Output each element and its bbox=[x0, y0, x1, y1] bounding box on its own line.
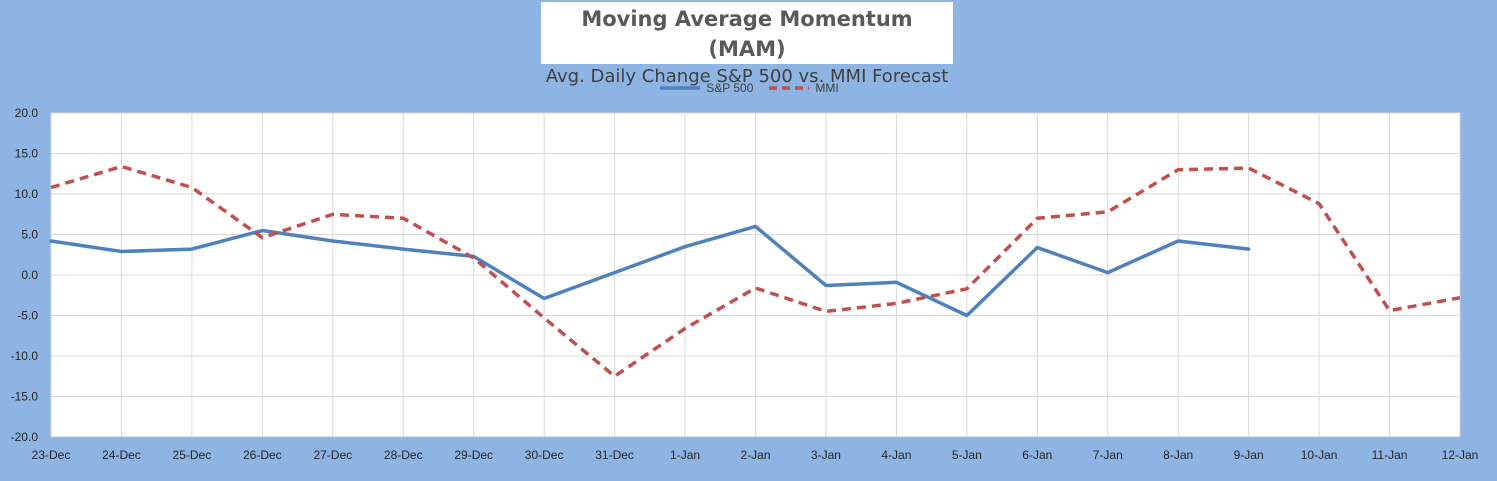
gridlines bbox=[50, 112, 1461, 438]
x-tick-label: 26-Dec bbox=[243, 448, 282, 462]
x-tick-label: 7-Jan bbox=[1093, 448, 1123, 462]
x-tick-label: 25-Dec bbox=[173, 448, 212, 462]
legend-swatch-mmi bbox=[769, 86, 810, 90]
legend-entry-sp500: S&P 500 bbox=[658, 81, 753, 95]
y-tick-label: 0.0 bbox=[21, 268, 38, 282]
x-tick-label: 4-Jan bbox=[881, 448, 911, 462]
y-tick-label: -20.0 bbox=[11, 430, 39, 444]
x-tick-label: 27-Dec bbox=[313, 448, 352, 462]
x-tick-label: 28-Dec bbox=[384, 448, 423, 462]
chart-title: Moving Average Momentum (MAM) bbox=[581, 7, 913, 61]
y-axis-ticks: 20.0 15.0 10.0 5.0 0.0 -5.0 -10.0 -15.0 -20.0 bbox=[11, 106, 39, 444]
x-tick-label: 31-Dec bbox=[595, 448, 634, 462]
series-line-sp500 bbox=[49, 224, 1251, 318]
series-line-mmi bbox=[50, 164, 1461, 379]
x-tick-label: 1-Jan bbox=[670, 448, 700, 462]
chart-title-box: Moving Average Momentum (MAM) Avg. Daily… bbox=[541, 2, 953, 87]
series-lines bbox=[49, 164, 1461, 379]
legend-swatch-sp500 bbox=[660, 86, 701, 90]
y-tick-label: -15.0 bbox=[11, 390, 39, 404]
legend: S&P 500 MMI bbox=[0, 78, 1497, 98]
y-tick-label: 5.0 bbox=[21, 228, 38, 242]
x-tick-label: 3-Jan bbox=[811, 448, 841, 462]
y-tick-label: -5.0 bbox=[17, 309, 38, 323]
x-axis-ticks: 23-Dec 24-Dec 25-Dec 26-Dec 27-Dec 28-Dec 29-D… bbox=[32, 448, 1479, 462]
x-tick-label: 10-Jan bbox=[1301, 448, 1338, 462]
legend-entry-mmi: MMI bbox=[767, 81, 839, 95]
x-tick-label: 8-Jan bbox=[1163, 448, 1193, 462]
x-tick-label: 30-Dec bbox=[525, 448, 564, 462]
x-tick-label: 29-Dec bbox=[454, 448, 493, 462]
x-tick-label: 6-Jan bbox=[1022, 448, 1052, 462]
x-tick-label: 9-Jan bbox=[1234, 448, 1264, 462]
x-tick-label: 5-Jan bbox=[952, 448, 982, 462]
y-tick-label: 15.0 bbox=[15, 147, 39, 161]
x-tick-label: 12-Jan bbox=[1442, 448, 1479, 462]
x-tick-label: 23-Dec bbox=[32, 448, 71, 462]
y-tick-label: -10.0 bbox=[11, 349, 39, 363]
legend-label-mmi: MMI bbox=[815, 81, 839, 95]
x-tick-label: 11-Jan bbox=[1372, 448, 1408, 462]
x-tick-label: 24-Dec bbox=[102, 448, 141, 462]
y-tick-label: 10.0 bbox=[15, 187, 39, 201]
x-tick-label: 2-Jan bbox=[740, 448, 770, 462]
legend-label-sp500: S&P 500 bbox=[706, 81, 754, 95]
y-tick-label: 20.0 bbox=[15, 106, 39, 120]
chart-subtitle: Avg. Daily Change S&P 500 vs. MMI Foreca… bbox=[545, 66, 949, 87]
